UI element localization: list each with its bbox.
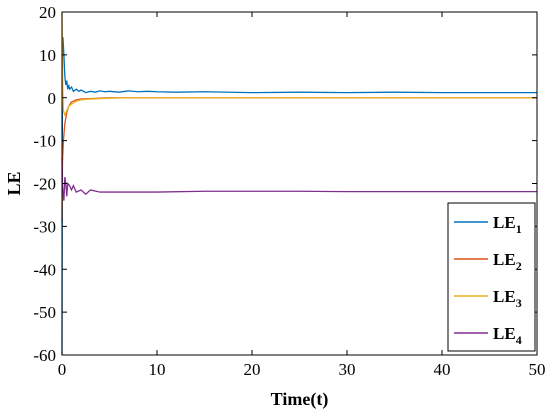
legend-label-subscript: 1 bbox=[516, 222, 522, 236]
y-tick-label: -60 bbox=[33, 346, 56, 365]
legend-label-1: LE1 bbox=[493, 213, 522, 236]
y-tick-label: -30 bbox=[33, 217, 56, 236]
y-axis-label: LE bbox=[4, 171, 24, 195]
series-line-1 bbox=[61, 37, 537, 356]
y-tick-label: -10 bbox=[33, 132, 56, 151]
legend-label-4: LE4 bbox=[493, 324, 522, 347]
legend-label-subscript: 3 bbox=[516, 296, 522, 310]
plot-frame bbox=[61, 11, 538, 356]
legend-label-2: LE2 bbox=[493, 250, 522, 273]
x-tick-label: 20 bbox=[244, 360, 261, 379]
x-tick-label: 30 bbox=[339, 360, 356, 379]
ticks-layer: 0 10 20 30 40 50 20 10 0 -10 -20 -30 -40 -50 -60 bbox=[33, 3, 545, 379]
y-tick-label: 20 bbox=[39, 3, 56, 22]
legend-label-name: LE bbox=[493, 213, 516, 232]
y-tick-label: -40 bbox=[33, 260, 56, 279]
x-tick-label: 40 bbox=[434, 360, 451, 379]
y-tick-label: -20 bbox=[33, 175, 56, 194]
legend-label-name: LE bbox=[493, 324, 516, 343]
x-tick-label: 50 bbox=[529, 360, 546, 379]
y-tick-label: 0 bbox=[48, 89, 57, 108]
series-layer bbox=[61, 11, 537, 356]
legend-label-name: LE bbox=[493, 250, 516, 269]
legend-label-subscript: 2 bbox=[516, 259, 522, 273]
legend-label-3: LE3 bbox=[493, 287, 522, 310]
x-axis-label: Time(t) bbox=[271, 389, 329, 410]
series-line-3 bbox=[61, 11, 537, 117]
legend-box bbox=[447, 202, 536, 352]
x-tick-label: 0 bbox=[58, 360, 67, 379]
legend-label-name: LE bbox=[493, 287, 516, 306]
y-tick-label: 10 bbox=[39, 46, 56, 65]
y-tick-label: -50 bbox=[33, 303, 56, 322]
x-tick-label: 10 bbox=[149, 360, 166, 379]
series-line-4 bbox=[61, 157, 537, 201]
legend-label-subscript: 4 bbox=[516, 333, 522, 347]
